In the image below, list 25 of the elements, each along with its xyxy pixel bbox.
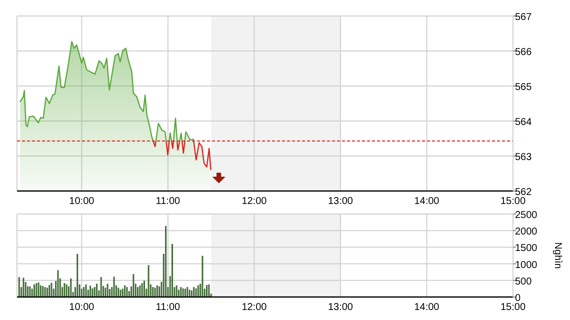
x-tick-label: 10:00 (69, 302, 95, 313)
y-tick-label: 1000 (515, 260, 538, 271)
x-tick-label: 11:00 (156, 302, 181, 313)
x-tick-label: 14:00 (414, 196, 440, 207)
y-axis-title: Nghìn (552, 242, 563, 269)
y-tick-label: 0 (515, 293, 521, 304)
x-tick-label: 13:00 (328, 302, 354, 313)
x-tick-label: 12:00 (242, 196, 268, 207)
y-tick-label: 565 (515, 82, 532, 93)
y-tick-label: 563 (515, 152, 532, 163)
y-tick-label: 500 (515, 276, 532, 288)
x-tick-label: 14:00 (414, 302, 440, 313)
y-tick-label: 562 (515, 187, 532, 198)
x-tick-label: 13:00 (328, 196, 354, 207)
x-tick-label: 15:00 (500, 302, 526, 313)
y-tick-label: 2500 (515, 210, 538, 221)
y-tick-label: 2000 (515, 226, 538, 238)
y-tick-label: 1500 (515, 243, 538, 254)
y-tick-label: 567 (515, 12, 532, 23)
y-tick-label: 564 (515, 117, 532, 128)
x-tick-label: 12:00 (242, 302, 268, 313)
x-tick-label: 10:00 (69, 196, 95, 207)
y-tick-label: 566 (515, 47, 532, 58)
x-tick-label: 15:00 (500, 196, 526, 207)
x-tick-label: 11:00 (156, 196, 181, 207)
